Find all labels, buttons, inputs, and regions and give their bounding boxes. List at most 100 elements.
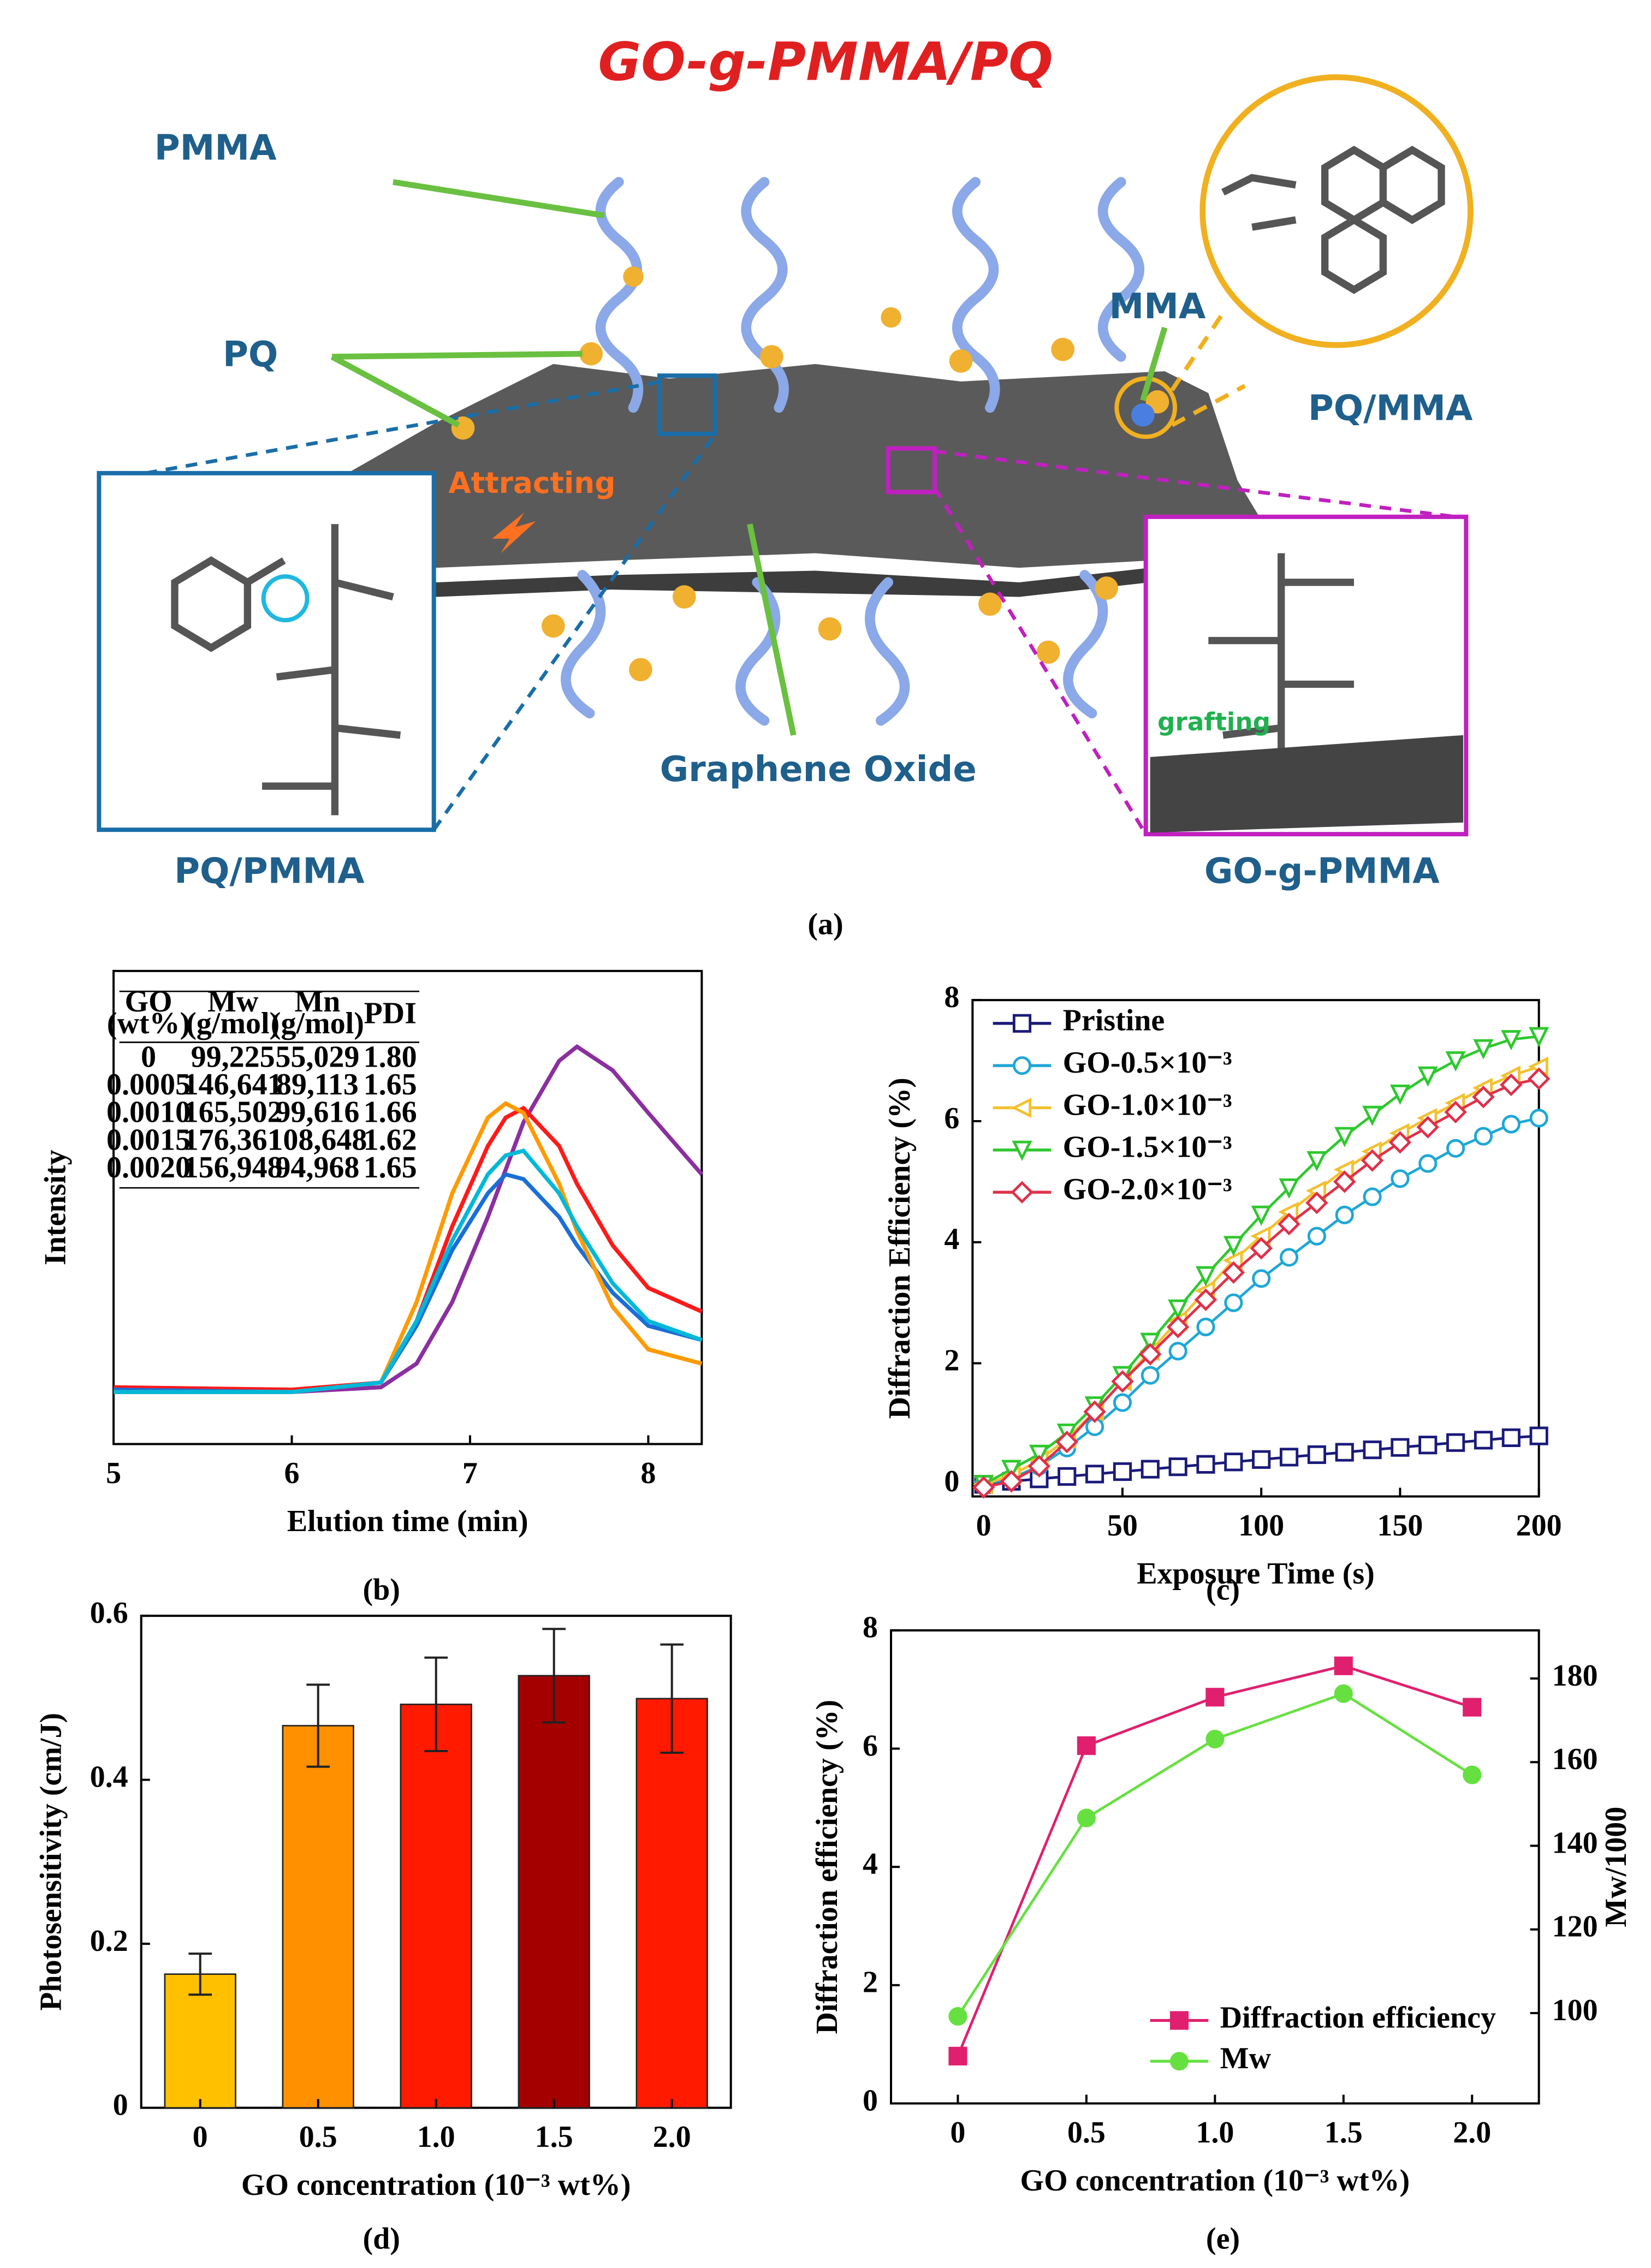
table-header: Mn [294, 985, 340, 1019]
label: PMMA [155, 128, 277, 168]
x-tick-label: 50 [1107, 1509, 1138, 1543]
marker [1527, 1067, 1551, 1091]
marker [1012, 1140, 1032, 1161]
marker [1389, 1084, 1410, 1105]
pq-pmma-box [97, 471, 436, 832]
marker [1113, 1393, 1132, 1412]
y-axis-title: Intensity [39, 1150, 73, 1265]
marker [1278, 1212, 1300, 1236]
marker [1141, 1460, 1160, 1479]
caption: (e) [1206, 2222, 1240, 2256]
marker [1500, 1073, 1523, 1097]
marker [1058, 1467, 1077, 1486]
marker [1307, 1227, 1326, 1246]
x-axis-title: GO concentration (10⁻³ wt%) [241, 2168, 631, 2202]
table-header: (wt%) [107, 1007, 190, 1040]
table-cell: 99,225 [191, 1040, 275, 1074]
graphene-lattice [1150, 735, 1463, 833]
marker [1223, 1236, 1244, 1257]
marker [1205, 1688, 1225, 1707]
table-cell: 1.80 [364, 1040, 417, 1074]
y-tick-label: 0.4 [90, 1760, 128, 1794]
marker [1446, 1433, 1465, 1452]
legend-label: GO-1.5×10⁻³ [1063, 1130, 1232, 1164]
marker [1111, 1370, 1134, 1393]
error-bar [424, 1656, 448, 1753]
marker [1474, 1127, 1493, 1146]
x-tick-label: 0.5 [299, 2120, 337, 2154]
x-tick-label: 1.0 [1196, 2116, 1234, 2150]
marker [1333, 1170, 1356, 1193]
marker [1166, 1315, 1190, 1338]
marker [1529, 1027, 1549, 1047]
table-cell: 94,968 [275, 1151, 359, 1184]
marker [1361, 1149, 1384, 1172]
marker [1472, 1085, 1495, 1109]
marker [1391, 1438, 1410, 1457]
series-line [957, 1664, 1472, 2057]
zoom-lines [1170, 312, 1246, 427]
marker [1168, 1457, 1187, 1477]
marker [948, 2007, 967, 2026]
table-cell: 0.0020 [106, 1151, 191, 1184]
marker [1169, 2011, 1189, 2030]
error-bar [660, 1643, 684, 1754]
x-tick-label: 200 [1516, 1509, 1562, 1543]
plot-frame [112, 969, 703, 1445]
marker [1444, 1100, 1467, 1124]
label: grafting [1157, 707, 1270, 736]
x-tick-label: 1.5 [1325, 2116, 1363, 2150]
marker [1335, 1443, 1354, 1462]
x-tick-label: 7 [462, 1456, 478, 1490]
marker [1306, 1151, 1327, 1172]
table-cell: 1.65 [364, 1068, 417, 1102]
y-tick-label: 8 [944, 980, 959, 1014]
label: PQ/PMMA [174, 852, 365, 892]
series-line [114, 1148, 703, 1394]
marker [1011, 1181, 1034, 1204]
marker [1529, 1426, 1548, 1445]
y-tick-label: 0 [944, 1465, 959, 1498]
marker [1000, 1470, 1023, 1493]
y-tick-label: 8 [863, 1611, 878, 1645]
y-tick-label: 6 [863, 1729, 878, 1763]
pmma-ring [261, 574, 310, 623]
table-cell: 108,648 [268, 1123, 367, 1157]
marker [1362, 1105, 1383, 1126]
marker [1224, 1293, 1243, 1312]
marker [1388, 1131, 1412, 1154]
marker [1012, 1056, 1032, 1075]
table-header: GO [124, 985, 172, 1019]
x-tick-label: 2.0 [1453, 2116, 1491, 2150]
diagram-title: GO-g-PMMA/PQ [598, 32, 1053, 93]
table-cell: 55,029 [275, 1040, 359, 1074]
x-tick-label: 1.0 [417, 2120, 455, 2154]
y2-axis-title: Mw/1000 [1599, 1807, 1633, 1927]
marker [1252, 1450, 1271, 1469]
diagram: GO-g-PMMA/PQ PMMA PQ MMA PQ/MMA Attracti… [97, 32, 1474, 942]
y-tick-label: 4 [944, 1223, 959, 1257]
table-cell: 1.66 [364, 1096, 417, 1129]
x-tick-label: 8 [640, 1456, 656, 1490]
marker [1250, 1237, 1273, 1260]
marker [1055, 1430, 1078, 1454]
legend-label: Mw [1220, 2041, 1272, 2075]
legend-label: Pristine [1063, 1004, 1165, 1038]
table-cell: 89,113 [276, 1068, 359, 1102]
legend-label: Diffraction efficiency [1220, 2001, 1496, 2034]
table-cell: 165,502 [183, 1096, 283, 1129]
legend-label: GO-1.0×10⁻³ [1063, 1088, 1232, 1122]
table-cell: 0.0010 [106, 1096, 191, 1129]
table-header: PDI [364, 996, 416, 1030]
x-tick-label: 0 [950, 2116, 965, 2150]
bar [518, 1675, 590, 2109]
mma-ring [1114, 376, 1177, 439]
bar [164, 1973, 236, 2109]
legend-label: GO-0.5×10⁻³ [1063, 1046, 1232, 1080]
caption: (d) [363, 2222, 400, 2256]
label: GO-g-PMMA [1204, 852, 1440, 892]
marker [1307, 1445, 1326, 1465]
legend-label: GO-2.0×10⁻³ [1063, 1172, 1232, 1206]
y-axis-title: Diffraction efficiency (%) [810, 1700, 844, 2034]
